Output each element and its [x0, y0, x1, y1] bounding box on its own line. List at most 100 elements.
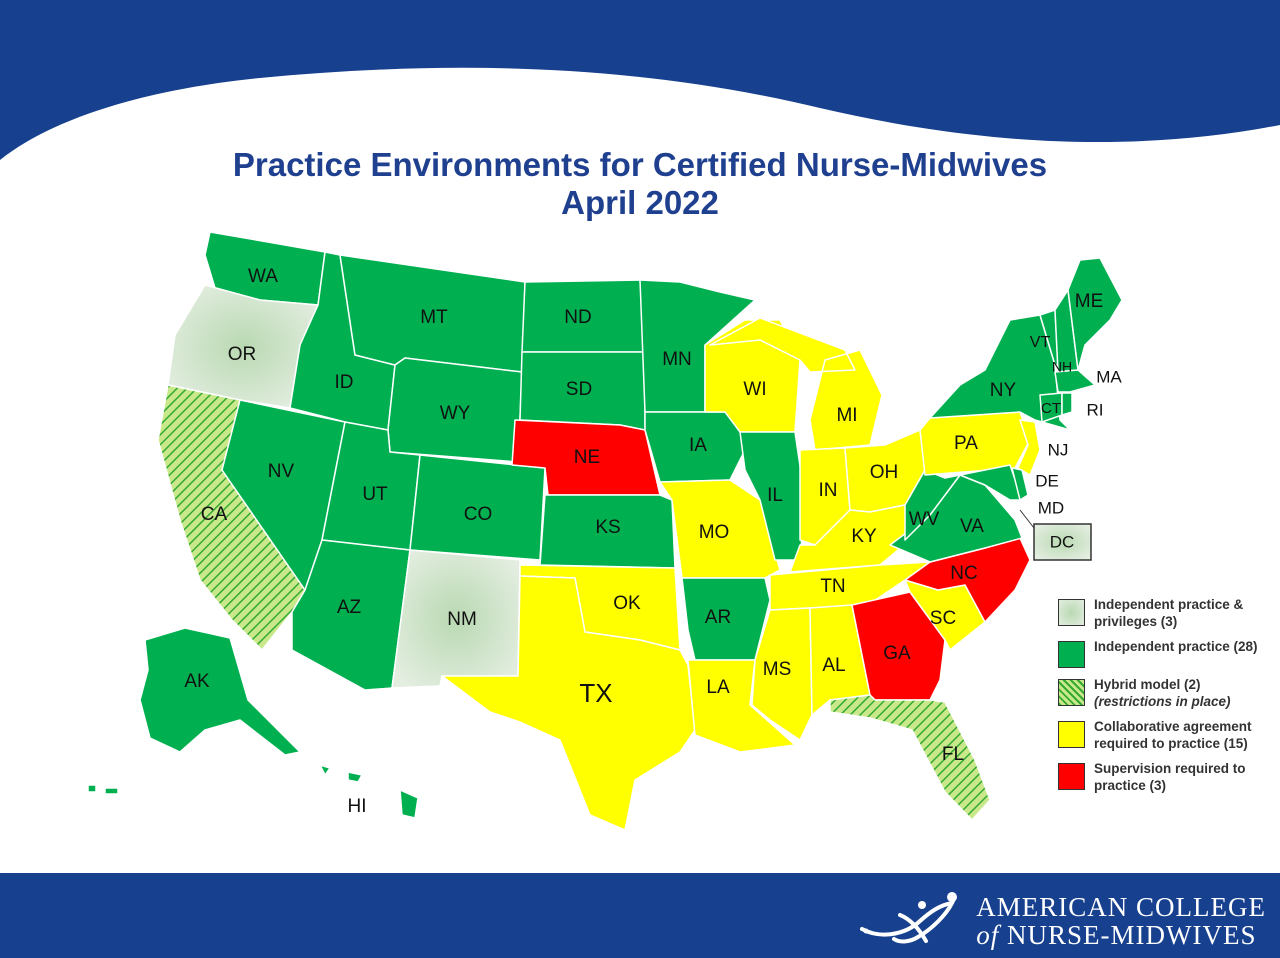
label-VA: VA	[960, 516, 984, 537]
label-OH: OH	[870, 462, 899, 483]
label-AZ: AZ	[337, 597, 362, 618]
state-FL[interactable]	[829, 694, 991, 821]
state-KS[interactable]	[539, 494, 676, 569]
state-MO[interactable]	[659, 479, 781, 579]
logo-line2-rest: NURSE-MIDWIVES	[1007, 920, 1257, 950]
legend: Independent practice & privileges (3) Ind…	[1058, 596, 1273, 802]
legend-item-collaborative: Collaborative agreement required to prac…	[1058, 718, 1273, 752]
label-CA: CA	[201, 504, 228, 525]
label-WI: WI	[743, 379, 766, 400]
label-LA: LA	[706, 677, 730, 698]
legend-label-text: Supervision required to practice (3)	[1094, 761, 1246, 793]
label-IL: IL	[767, 485, 783, 506]
label-MT: MT	[420, 307, 448, 328]
state-MD[interactable]	[959, 464, 1023, 501]
header-wave	[0, 0, 1280, 160]
label-MD: MD	[1038, 498, 1064, 517]
label-DE: DE	[1035, 471, 1059, 490]
acnm-logo-icon	[860, 892, 957, 944]
state-MA[interactable]	[1054, 369, 1096, 393]
label-ME: ME	[1075, 291, 1104, 312]
legend-label-text: Independent practice (28)	[1094, 639, 1258, 654]
label-MN: MN	[662, 349, 692, 370]
logo-line2: of NURSE-MIDWIVES	[976, 921, 1266, 949]
state-DC[interactable]	[1033, 523, 1092, 561]
label-RI: RI	[1087, 400, 1104, 419]
label-TX: TX	[579, 678, 612, 708]
state-ME[interactable]	[1067, 257, 1123, 371]
state-AK[interactable]	[139, 627, 301, 756]
label-NV: NV	[268, 461, 295, 482]
state-IL[interactable]	[739, 431, 806, 561]
label-HI: HI	[348, 796, 367, 817]
label-KY: KY	[851, 526, 877, 547]
legend-label-text: Collaborative agreement required to prac…	[1094, 719, 1252, 751]
label-CO: CO	[464, 504, 493, 525]
legend-item-independent_privileges: Independent practice & privileges (3)	[1058, 596, 1273, 630]
label-NM: NM	[447, 609, 477, 630]
legend-label-supervision: Supervision required to practice (3)	[1094, 760, 1273, 794]
label-VT: VT	[1030, 334, 1051, 351]
state-NJ[interactable]	[1017, 419, 1041, 476]
label-DC: DC	[1050, 532, 1075, 551]
label-UT: UT	[362, 484, 388, 505]
label-SC: SC	[930, 608, 956, 629]
state-RI[interactable]	[1061, 392, 1073, 416]
label-NJ: NJ	[1048, 440, 1069, 459]
label-WA: WA	[248, 266, 278, 287]
label-OK: OK	[613, 593, 641, 614]
title-line2: April 2022	[561, 184, 719, 221]
label-NE: NE	[574, 447, 600, 468]
label-FL: FL	[942, 744, 964, 765]
label-OR: OR	[228, 344, 257, 365]
label-NY: NY	[990, 380, 1017, 401]
label-AL: AL	[822, 655, 845, 676]
legend-label-text: Independent practice & privileges (3)	[1094, 597, 1244, 629]
legend-label-collaborative: Collaborative agreement required to prac…	[1094, 718, 1273, 752]
map-title: Practice Environments for Certified Nurs…	[0, 146, 1280, 222]
label-CT: CT	[1041, 400, 1061, 417]
legend-item-supervision: Supervision required to practice (3)	[1058, 760, 1273, 794]
legend-item-independent: Independent practice (28)	[1058, 638, 1273, 668]
label-MI: MI	[836, 405, 857, 426]
legend-label-independent_privileges: Independent practice & privileges (3)	[1094, 596, 1273, 630]
logo-line1: AMERICAN COLLEGE	[976, 892, 1266, 922]
label-ND: ND	[564, 307, 591, 328]
legend-item-hybrid: Hybrid model (2) (restrictions in place)	[1058, 676, 1273, 710]
state-TX[interactable]	[441, 575, 696, 831]
label-AR: AR	[705, 607, 731, 628]
label-AK: AK	[184, 671, 210, 692]
acnm-logo-text: AMERICAN COLLEGE of NURSE-MIDWIVES	[976, 893, 1266, 949]
dc-leader-line	[1019, 509, 1035, 529]
label-IA: IA	[689, 435, 707, 456]
label-TN: TN	[820, 576, 845, 597]
label-MS: MS	[763, 659, 792, 680]
label-NH: NH	[1052, 359, 1072, 375]
label-NC: NC	[950, 563, 977, 584]
legend-swatch-independent_privileges	[1058, 599, 1085, 626]
label-WV: WV	[909, 509, 940, 530]
state-MI[interactable]	[709, 317, 883, 451]
legend-swatch-supervision	[1058, 763, 1085, 790]
label-KS: KS	[595, 517, 620, 538]
state-DE[interactable]	[1011, 467, 1029, 501]
legend-label-hybrid: Hybrid model (2) (restrictions in place)	[1094, 676, 1231, 710]
label-SD: SD	[566, 379, 592, 400]
label-GA: GA	[883, 643, 911, 664]
legend-swatch-collaborative	[1058, 721, 1085, 748]
label-MA: MA	[1096, 367, 1122, 386]
legend-swatch-hybrid	[1058, 679, 1085, 706]
legend-swatch-independent	[1058, 641, 1085, 668]
logo-of: of	[976, 920, 1000, 950]
footer-bar: AMERICAN COLLEGE of NURSE-MIDWIVES	[0, 873, 1280, 958]
title-line1: Practice Environments for Certified Nurs…	[232, 146, 1048, 183]
label-ID: ID	[335, 372, 354, 393]
state-HI[interactable]	[87, 764, 419, 819]
legend-label-text: Hybrid model (2)	[1094, 677, 1201, 692]
label-MO: MO	[699, 522, 730, 543]
label-WY: WY	[440, 403, 471, 424]
label-IN: IN	[819, 480, 838, 501]
label-PA: PA	[954, 433, 978, 454]
legend-label-independent: Independent practice (28)	[1094, 638, 1258, 655]
